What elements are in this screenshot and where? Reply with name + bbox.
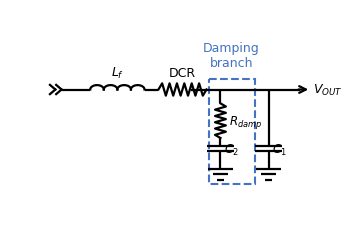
Text: $C_2$: $C_2$ bbox=[224, 142, 239, 157]
Text: $C_1$: $C_1$ bbox=[272, 142, 287, 157]
Text: Damping
branch: Damping branch bbox=[203, 42, 260, 69]
Text: $V_{OUT}$: $V_{OUT}$ bbox=[314, 83, 343, 98]
Text: $L_f$: $L_f$ bbox=[111, 66, 124, 81]
Text: DCR: DCR bbox=[169, 67, 196, 80]
Bar bbox=[209, 79, 254, 184]
Text: $R_{damp}$: $R_{damp}$ bbox=[229, 113, 262, 130]
